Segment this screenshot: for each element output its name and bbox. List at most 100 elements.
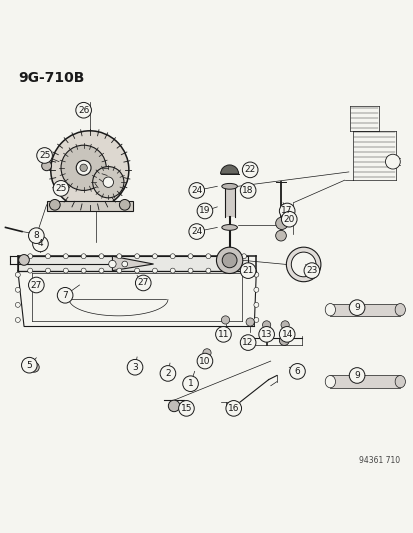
Circle shape bbox=[15, 318, 20, 322]
Text: 26: 26 bbox=[78, 106, 89, 115]
Text: 2: 2 bbox=[165, 369, 170, 378]
Ellipse shape bbox=[394, 303, 404, 316]
Circle shape bbox=[127, 359, 142, 375]
Circle shape bbox=[168, 400, 179, 411]
Circle shape bbox=[215, 327, 231, 342]
Circle shape bbox=[76, 102, 91, 118]
Circle shape bbox=[50, 199, 60, 210]
Text: 10: 10 bbox=[199, 357, 210, 366]
Circle shape bbox=[280, 321, 289, 329]
Circle shape bbox=[99, 268, 104, 273]
Circle shape bbox=[222, 253, 237, 268]
Ellipse shape bbox=[394, 375, 404, 388]
Circle shape bbox=[182, 376, 198, 392]
Circle shape bbox=[45, 268, 50, 273]
Circle shape bbox=[349, 368, 364, 383]
Text: 22: 22 bbox=[244, 165, 255, 174]
Circle shape bbox=[63, 268, 68, 273]
Circle shape bbox=[281, 212, 297, 227]
Circle shape bbox=[253, 318, 258, 322]
Ellipse shape bbox=[221, 224, 237, 230]
Circle shape bbox=[245, 318, 254, 326]
Circle shape bbox=[242, 162, 257, 177]
Text: 19: 19 bbox=[199, 206, 210, 215]
Text: 24: 24 bbox=[191, 186, 202, 195]
Text: 94361 710: 94361 710 bbox=[358, 456, 399, 465]
Text: 11: 11 bbox=[217, 330, 229, 339]
Text: 8: 8 bbox=[33, 231, 39, 240]
Text: 7: 7 bbox=[62, 291, 68, 300]
Wedge shape bbox=[220, 165, 238, 174]
Circle shape bbox=[241, 268, 246, 273]
Circle shape bbox=[19, 255, 29, 265]
Circle shape bbox=[57, 287, 73, 303]
Circle shape bbox=[188, 268, 192, 273]
Circle shape bbox=[103, 177, 113, 188]
Circle shape bbox=[202, 349, 211, 357]
Ellipse shape bbox=[325, 303, 335, 316]
Text: 9G-710B: 9G-710B bbox=[18, 71, 84, 85]
Circle shape bbox=[28, 277, 44, 293]
Circle shape bbox=[28, 254, 33, 259]
Circle shape bbox=[258, 327, 274, 342]
Circle shape bbox=[240, 183, 255, 198]
Circle shape bbox=[61, 145, 106, 190]
Circle shape bbox=[349, 300, 364, 316]
Text: 21: 21 bbox=[242, 266, 253, 275]
Text: 1: 1 bbox=[187, 379, 193, 388]
Circle shape bbox=[152, 254, 157, 259]
Circle shape bbox=[33, 236, 48, 252]
Circle shape bbox=[205, 254, 210, 259]
Circle shape bbox=[279, 203, 294, 219]
Circle shape bbox=[152, 268, 157, 273]
Circle shape bbox=[119, 199, 130, 210]
Text: 17: 17 bbox=[281, 206, 292, 215]
Circle shape bbox=[63, 254, 68, 259]
Text: 13: 13 bbox=[260, 330, 272, 339]
Circle shape bbox=[289, 364, 304, 379]
Text: 5: 5 bbox=[26, 361, 32, 370]
Text: 9: 9 bbox=[354, 303, 359, 312]
Circle shape bbox=[197, 353, 212, 369]
Circle shape bbox=[188, 254, 192, 259]
Circle shape bbox=[223, 268, 228, 273]
Circle shape bbox=[29, 362, 39, 372]
Circle shape bbox=[21, 358, 37, 373]
Circle shape bbox=[28, 228, 44, 244]
Circle shape bbox=[170, 268, 175, 273]
Circle shape bbox=[76, 160, 91, 175]
Circle shape bbox=[53, 181, 69, 196]
Circle shape bbox=[81, 268, 86, 273]
Ellipse shape bbox=[221, 183, 237, 189]
Polygon shape bbox=[330, 303, 399, 316]
Circle shape bbox=[216, 247, 242, 273]
Circle shape bbox=[240, 263, 255, 278]
Polygon shape bbox=[18, 256, 247, 271]
Circle shape bbox=[42, 161, 52, 171]
Text: 12: 12 bbox=[242, 338, 253, 347]
Circle shape bbox=[275, 230, 286, 241]
Text: 16: 16 bbox=[228, 404, 239, 413]
Circle shape bbox=[205, 268, 210, 273]
Circle shape bbox=[303, 263, 319, 278]
Circle shape bbox=[279, 327, 294, 342]
Circle shape bbox=[241, 254, 246, 259]
Circle shape bbox=[253, 302, 258, 308]
Circle shape bbox=[121, 261, 127, 267]
Circle shape bbox=[253, 287, 258, 292]
Circle shape bbox=[134, 254, 139, 259]
Circle shape bbox=[178, 401, 194, 416]
Circle shape bbox=[253, 272, 258, 277]
Text: 25: 25 bbox=[39, 151, 50, 160]
Circle shape bbox=[134, 268, 139, 273]
Circle shape bbox=[116, 254, 121, 259]
Polygon shape bbox=[224, 187, 234, 217]
Text: 25: 25 bbox=[55, 184, 66, 193]
Text: 6: 6 bbox=[294, 367, 299, 376]
Circle shape bbox=[160, 366, 176, 381]
Circle shape bbox=[291, 252, 315, 277]
Text: 14: 14 bbox=[281, 330, 292, 339]
Circle shape bbox=[385, 154, 399, 169]
Text: 4: 4 bbox=[38, 239, 43, 248]
Circle shape bbox=[15, 287, 20, 292]
